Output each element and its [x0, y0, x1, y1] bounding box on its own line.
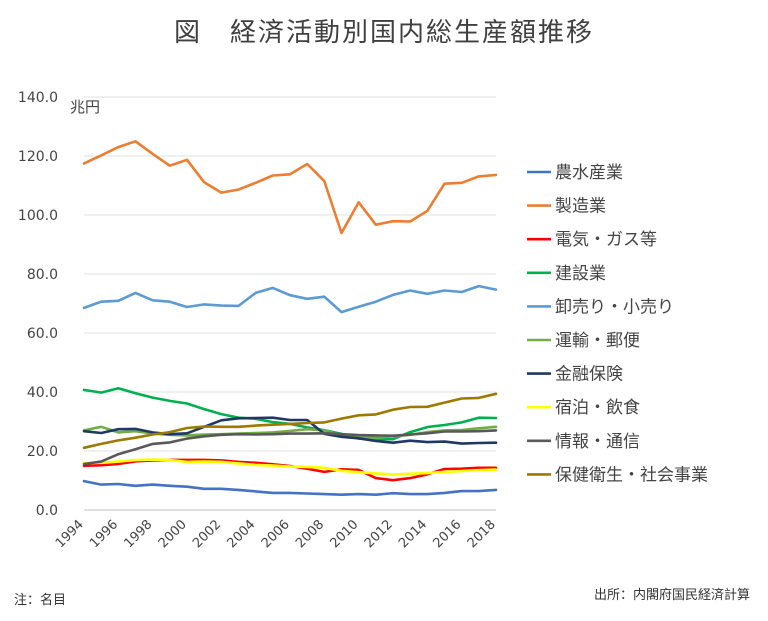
legend-label: 宿泊・飲食 [555, 398, 640, 418]
note-text: 注：名目 [14, 593, 67, 608]
y-tick-label: 120.0 [18, 149, 58, 165]
series-lines [82, 140, 498, 497]
y-tick-label: 60.0 [27, 326, 58, 342]
series-line-製造業 [82, 140, 498, 235]
legend-label: 保健衛生・社会事業 [555, 465, 708, 485]
y-tick-label: 100.0 [18, 208, 58, 224]
y-axis-ticks: 0.0 20.0 40.0 60.0 80.0 100.0 120.0 140.0 [18, 90, 58, 519]
chart-title: 図 経済活動別国内総生産額推移 [173, 18, 594, 48]
series-line-保健衛生・社会事業 [82, 392, 498, 450]
y-tick-label: 20.0 [27, 444, 58, 460]
legend-label: 製造業 [555, 197, 606, 217]
x-tick-label: 2014 [396, 517, 430, 551]
source-text: 出所：内閣府国民経済計算 [593, 588, 750, 603]
series-line-金融保険 [82, 416, 498, 445]
series-line-宿泊・飲食 [82, 458, 498, 476]
x-tick-label: 1998 [121, 517, 155, 551]
x-tick-label: 2008 [293, 517, 327, 551]
y-tick-label: 80.0 [27, 267, 58, 283]
x-tick-label: 1994 [53, 517, 87, 551]
x-tick-label: 2006 [259, 517, 293, 551]
x-tick-label: 2018 [465, 517, 499, 551]
series-line-電気・ガス等 [82, 458, 498, 482]
x-tick-label: 2000 [156, 517, 190, 551]
x-axis-ticks: 1994 1996 1998 2000 2002 2004 2006 2008 2010 2012… [53, 517, 499, 551]
x-tick-label: 2004 [224, 517, 258, 551]
y-unit-label: 兆円 [70, 98, 100, 116]
y-tick-label: 0.0 [36, 503, 58, 519]
legend: 農水産業製造業電気・ガス等建設業卸売り・小売り運輸・郵便金融保険宿泊・飲食情報・… [527, 163, 708, 485]
legend-label: 金融保険 [555, 365, 623, 385]
x-tick-label: 1996 [87, 517, 121, 551]
legend-label: 卸売り・小売り [555, 297, 674, 317]
y-tick-label: 140.0 [18, 90, 58, 106]
legend-label: 建設業 [555, 264, 606, 284]
legend-label: 農水産業 [555, 163, 623, 183]
gridlines [84, 96, 496, 511]
legend-label: 電気・ガス等 [555, 230, 657, 250]
legend-label: 情報・通信 [555, 432, 640, 452]
x-tick-label: 2016 [430, 517, 464, 551]
series-line-農水産業 [82, 479, 498, 497]
x-tick-label: 2012 [362, 517, 396, 551]
legend-label: 運輸・郵便 [555, 331, 640, 351]
series-line-卸売り・小売り [82, 284, 498, 314]
x-tick-label: 2002 [190, 517, 224, 551]
series-line-情報・通信 [82, 429, 498, 466]
y-tick-label: 40.0 [27, 385, 58, 401]
x-tick-label: 2010 [327, 517, 361, 551]
